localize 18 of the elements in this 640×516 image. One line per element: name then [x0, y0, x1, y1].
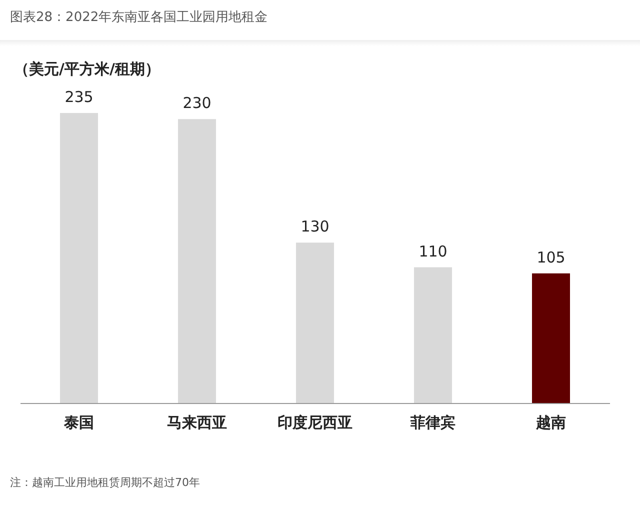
x-tick-label: 泰国 [63, 414, 94, 432]
bar [178, 119, 216, 403]
text: 注：越南工业用地租赁周期不超过70年 [10, 475, 200, 491]
data-label: 235 [64, 88, 94, 106]
chart-title: 图表28：2022年东南亚各国工业园用地租金 [10, 9, 268, 26]
data-label: 110 [418, 242, 448, 260]
x-tick-label: 越南 [535, 414, 566, 432]
data-label: 230 [182, 94, 212, 112]
bar [414, 267, 452, 403]
bar [532, 273, 570, 403]
x-tick-label: 菲律宾 [410, 414, 456, 432]
bar [296, 242, 334, 403]
bar [60, 113, 98, 403]
data-label: 130 [300, 218, 330, 236]
x-tick-label: 印度尼西亚 [278, 414, 352, 432]
x-tick-label: 马来西亚 [167, 414, 227, 432]
y-axis-title: （美元/平方米/租期） [14, 60, 160, 79]
data-label: 105 [536, 248, 566, 266]
